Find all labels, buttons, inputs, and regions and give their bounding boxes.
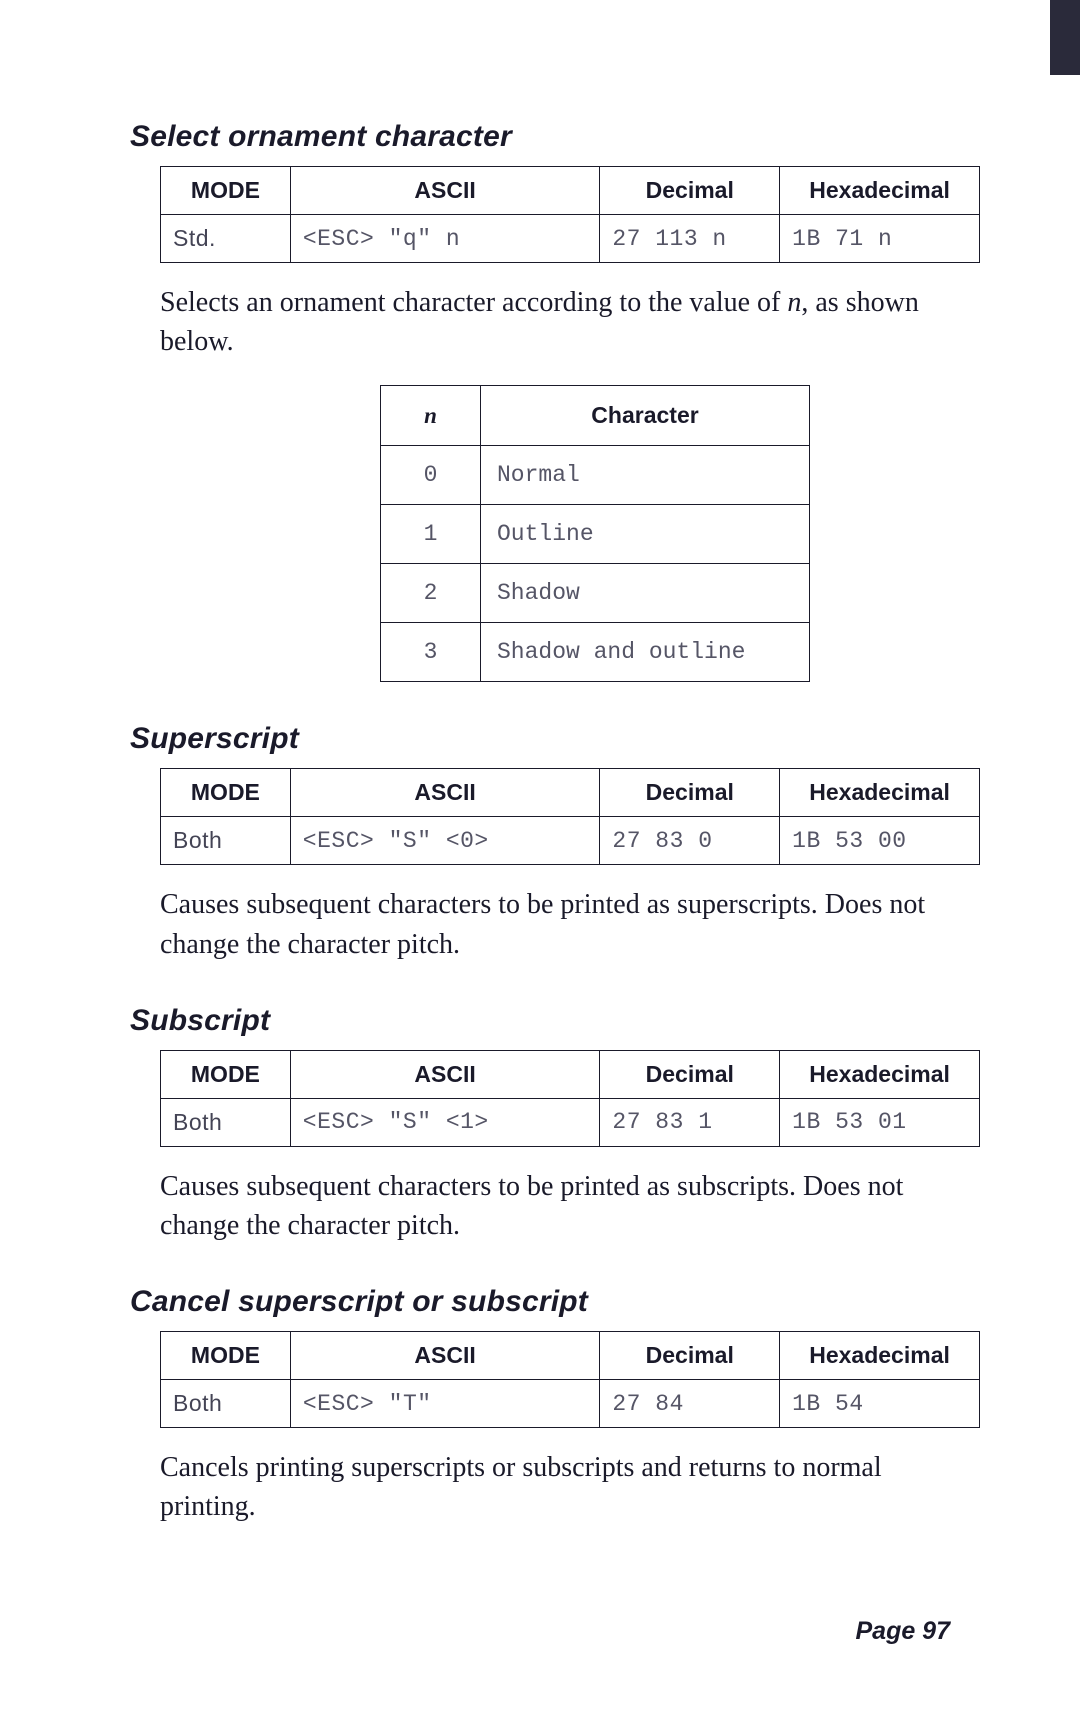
cell-mode: Std.	[161, 215, 291, 263]
cell-hex: 1B 53 01	[780, 1098, 980, 1146]
cell-n: 0	[381, 446, 481, 505]
desc-superscript: Causes subsequent characters to be print…	[160, 885, 980, 963]
heading-ornament: Select ornament character	[130, 120, 980, 154]
heading-superscript: Superscript	[130, 722, 980, 756]
table-subscript: MODE ASCII Decimal Hexadecimal Both <ESC…	[160, 1050, 980, 1147]
table-row: Both <ESC> "S" <0> 27 83 0 1B 53 00	[161, 817, 980, 865]
table-ornament: MODE ASCII Decimal Hexadecimal Std. <ESC…	[160, 166, 980, 263]
page-index-tab	[1050, 0, 1080, 75]
hdr-mode: MODE	[161, 769, 291, 817]
hdr-dec: Decimal	[600, 1332, 780, 1380]
cell-hex: 1B 53 00	[780, 817, 980, 865]
table-header-row: MODE ASCII Decimal Hexadecimal	[161, 167, 980, 215]
desc-text-1: Selects an ornament character according …	[160, 287, 787, 318]
page-content: Select ornament character MODE ASCII Dec…	[0, 0, 1080, 1726]
table-header-row: MODE ASCII Decimal Hexadecimal	[161, 1050, 980, 1098]
hdr-hex: Hexadecimal	[780, 1050, 980, 1098]
table-row: 2 Shadow	[381, 564, 810, 623]
cell-hex: 1B 54	[780, 1380, 980, 1428]
cell-c: Shadow	[481, 564, 810, 623]
cell-mode: Both	[161, 817, 291, 865]
heading-subscript: Subscript	[130, 1004, 980, 1038]
cell-c: Outline	[481, 505, 810, 564]
table-header-row: n Character	[381, 386, 810, 446]
cell-ascii: <ESC> "T"	[290, 1380, 600, 1428]
hdr-dec: Decimal	[600, 1050, 780, 1098]
table-row: 0 Normal	[381, 446, 810, 505]
table-row: Std. <ESC> "q" n 27 113 n 1B 71 n	[161, 215, 980, 263]
cell-hex: 1B 71 n	[780, 215, 980, 263]
cell-dec: 27 113 n	[600, 215, 780, 263]
cell-ascii: <ESC> "S" <0>	[290, 817, 600, 865]
hdr-mode: MODE	[161, 1332, 291, 1380]
hdr-ascii: ASCII	[290, 769, 600, 817]
cell-mode: Both	[161, 1380, 291, 1428]
hdr-hex: Hexadecimal	[780, 769, 980, 817]
cell-dec: 27 83 1	[600, 1098, 780, 1146]
table-row: 1 Outline	[381, 505, 810, 564]
hdr-mode: MODE	[161, 167, 291, 215]
hdr-hex: Hexadecimal	[780, 167, 980, 215]
page-number: Page 97	[130, 1617, 950, 1646]
desc-n: n	[787, 287, 801, 318]
desc-subscript: Causes subsequent characters to be print…	[160, 1167, 980, 1245]
hdr-hex: Hexadecimal	[780, 1332, 980, 1380]
desc-cancel: Cancels printing superscripts or subscri…	[160, 1448, 980, 1526]
cell-dec: 27 83 0	[600, 817, 780, 865]
heading-cancel: Cancel superscript or subscript	[130, 1285, 980, 1319]
cell-c: Normal	[481, 446, 810, 505]
cell-ascii: <ESC> "q" n	[290, 215, 600, 263]
cell-n: 1	[381, 505, 481, 564]
cell-n: 2	[381, 564, 481, 623]
table-header-row: MODE ASCII Decimal Hexadecimal	[161, 1332, 980, 1380]
hdr-mode: MODE	[161, 1050, 291, 1098]
cell-mode: Both	[161, 1098, 291, 1146]
hdr-ascii: ASCII	[290, 1332, 600, 1380]
table-row: Both <ESC> "S" <1> 27 83 1 1B 53 01	[161, 1098, 980, 1146]
table-row: Both <ESC> "T" 27 84 1B 54	[161, 1380, 980, 1428]
hdr-n: n	[381, 386, 481, 446]
cell-ascii: <ESC> "S" <1>	[290, 1098, 600, 1146]
table-header-row: MODE ASCII Decimal Hexadecimal	[161, 769, 980, 817]
cell-n: 3	[381, 623, 481, 682]
cell-dec: 27 84	[600, 1380, 780, 1428]
hdr-dec: Decimal	[600, 167, 780, 215]
cell-c: Shadow and outline	[481, 623, 810, 682]
table-cancel: MODE ASCII Decimal Hexadecimal Both <ESC…	[160, 1331, 980, 1428]
table-superscript: MODE ASCII Decimal Hexadecimal Both <ESC…	[160, 768, 980, 865]
table-row: 3 Shadow and outline	[381, 623, 810, 682]
hdr-ascii: ASCII	[290, 1050, 600, 1098]
hdr-char: Character	[481, 386, 810, 446]
desc-ornament: Selects an ornament character according …	[160, 283, 980, 361]
hdr-dec: Decimal	[600, 769, 780, 817]
table-ornament-values: n Character 0 Normal 1 Outline 2 Shadow …	[380, 385, 810, 682]
hdr-ascii: ASCII	[290, 167, 600, 215]
